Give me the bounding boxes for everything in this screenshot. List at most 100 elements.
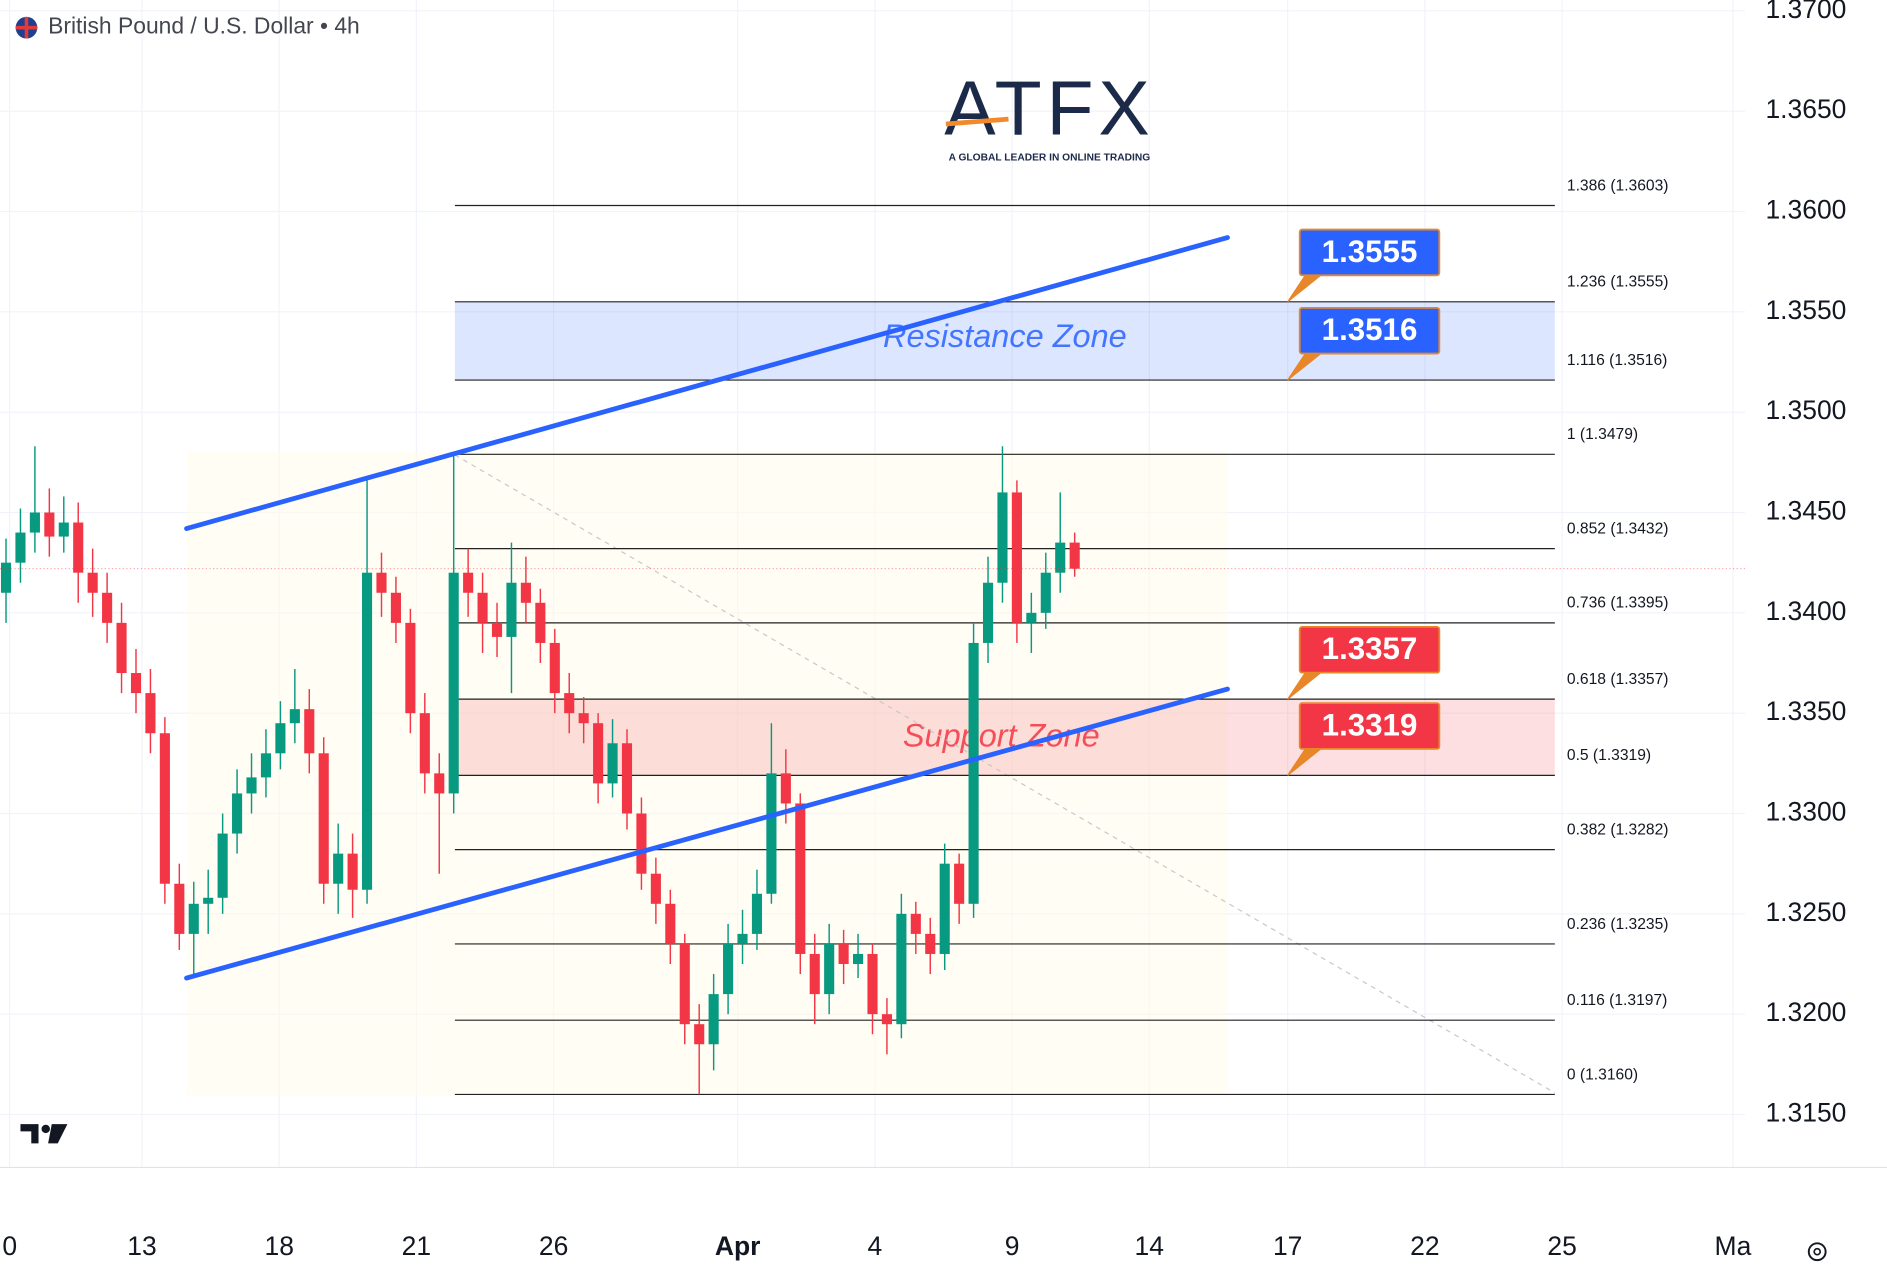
fib-levels: 1.386 (1.3603) 1.236 (1.3555) 1.116 (1.351… bbox=[454, 177, 1669, 1096]
x-tick-label: 26 bbox=[539, 1231, 568, 1261]
candle-body bbox=[665, 903, 676, 944]
candle-body bbox=[549, 642, 560, 694]
candle-body bbox=[607, 743, 618, 784]
fib-label: 1 (1.3479) bbox=[1567, 426, 1638, 443]
y-tick-label: 1.3550 bbox=[1765, 295, 1846, 325]
candle-body bbox=[1040, 572, 1051, 613]
header: British Pound / U.S. Dollar • 4h bbox=[15, 13, 360, 39]
flag-cross bbox=[15, 16, 38, 39]
x-tick-label: 25 bbox=[1547, 1231, 1576, 1261]
candle-body bbox=[376, 572, 387, 593]
candle-body bbox=[87, 572, 98, 593]
fib-label: 0 (1.3160) bbox=[1567, 1066, 1638, 1083]
candle-body bbox=[867, 953, 878, 1015]
candle-body bbox=[29, 512, 40, 533]
candle-body bbox=[491, 622, 503, 637]
candle-body bbox=[679, 943, 690, 1025]
x-tick-label: 14 bbox=[1135, 1231, 1164, 1261]
fib-label: 0.852 (1.3432) bbox=[1567, 520, 1669, 537]
candle-body bbox=[145, 693, 156, 734]
y-tick-label: 1.3150 bbox=[1765, 1098, 1846, 1128]
candle-body bbox=[520, 582, 531, 603]
y-tick-label: 1.3650 bbox=[1765, 94, 1846, 124]
callout-label: 1.3357 bbox=[1322, 631, 1418, 666]
candle-body bbox=[159, 733, 170, 884]
candle-body bbox=[997, 492, 1008, 583]
callout-label: 1.3516 bbox=[1322, 312, 1418, 347]
candle-body bbox=[1069, 542, 1080, 569]
trendline bbox=[184, 686, 1230, 981]
candle-body bbox=[304, 709, 315, 754]
candle-body bbox=[0, 562, 12, 593]
candle-body bbox=[593, 723, 604, 784]
candle-body bbox=[535, 602, 546, 643]
x-tick-label: 22 bbox=[1410, 1231, 1439, 1261]
candle-body bbox=[333, 853, 344, 884]
y-tick-label: 1.3200 bbox=[1765, 997, 1846, 1027]
x-tick-label: 0 bbox=[2, 1231, 17, 1261]
candle-body bbox=[275, 723, 286, 754]
chart-title: British Pound / U.S. Dollar • 4h bbox=[48, 13, 360, 39]
candle-body bbox=[751, 893, 763, 934]
fib-background bbox=[186, 451, 1228, 1096]
candle-body bbox=[246, 777, 257, 794]
candle-body bbox=[130, 673, 142, 694]
candle-body bbox=[260, 753, 272, 778]
candle-body bbox=[419, 713, 430, 774]
y-tick-label: 1.3350 bbox=[1765, 696, 1846, 726]
x-tick-label: 9 bbox=[1005, 1231, 1020, 1261]
candle-body bbox=[203, 897, 214, 904]
candle-body bbox=[723, 943, 734, 995]
fib-label: 0.236 (1.3235) bbox=[1567, 916, 1669, 933]
candle-body bbox=[824, 943, 835, 995]
candle-body bbox=[44, 512, 55, 537]
y-tick-label: 1.3450 bbox=[1765, 495, 1846, 525]
y-tick-label: 1.3400 bbox=[1765, 596, 1846, 626]
candle-body bbox=[318, 753, 329, 884]
candle-body bbox=[954, 863, 965, 904]
fib-label: 0.736 (1.3395) bbox=[1567, 595, 1669, 612]
candle-body bbox=[737, 933, 748, 944]
callout-label: 1.3555 bbox=[1322, 234, 1418, 269]
callout-box bbox=[1298, 228, 1441, 277]
x-tick-label: 18 bbox=[264, 1231, 293, 1261]
candle-body bbox=[448, 572, 459, 794]
settings-icon[interactable] bbox=[1807, 1242, 1827, 1262]
candle-body bbox=[232, 793, 243, 834]
candle-body bbox=[347, 853, 358, 890]
tv-logo bbox=[20, 1124, 68, 1144]
candle-body bbox=[15, 532, 26, 563]
candle-body bbox=[434, 773, 445, 794]
fib-label: 1.236 (1.3555) bbox=[1567, 274, 1669, 291]
callouts: 1.3555 1.3516 1.3357 1.3319 bbox=[1287, 228, 1441, 776]
fib-label: 0.5 (1.3319) bbox=[1567, 747, 1651, 764]
candle-body bbox=[982, 582, 994, 643]
callout-box bbox=[1298, 702, 1441, 750]
zone-label: Support Zone bbox=[903, 717, 1100, 753]
candle-body bbox=[968, 642, 979, 904]
candle-body bbox=[881, 1014, 892, 1025]
candle-body bbox=[1011, 492, 1022, 623]
x-tick-label: 21 bbox=[402, 1231, 431, 1261]
trendline bbox=[184, 235, 1230, 531]
fib-label: 1.116 (1.3516) bbox=[1567, 352, 1667, 369]
y-tick-label: 1.3250 bbox=[1765, 897, 1846, 927]
candle-body bbox=[853, 953, 864, 965]
candle-body bbox=[621, 743, 633, 814]
candle-body bbox=[809, 953, 820, 995]
candle-body bbox=[1055, 542, 1066, 573]
candles bbox=[0, 446, 1745, 1095]
fib-label: 0.116 (1.3197) bbox=[1567, 992, 1667, 1009]
candle-body bbox=[1026, 612, 1037, 623]
candle-body bbox=[578, 713, 589, 724]
candle-body bbox=[780, 773, 791, 804]
candle-body bbox=[795, 803, 806, 954]
x-axis: 0 13 18 21 26 Apr 4 9 14 17 22 25 Ma bbox=[2, 1231, 1751, 1261]
candle-body bbox=[102, 592, 113, 623]
x-tick-label: Ma bbox=[1715, 1231, 1752, 1261]
candle-body bbox=[896, 913, 907, 1025]
trendlines bbox=[184, 235, 1230, 981]
candle-body bbox=[636, 813, 647, 874]
candle-body bbox=[925, 933, 936, 954]
